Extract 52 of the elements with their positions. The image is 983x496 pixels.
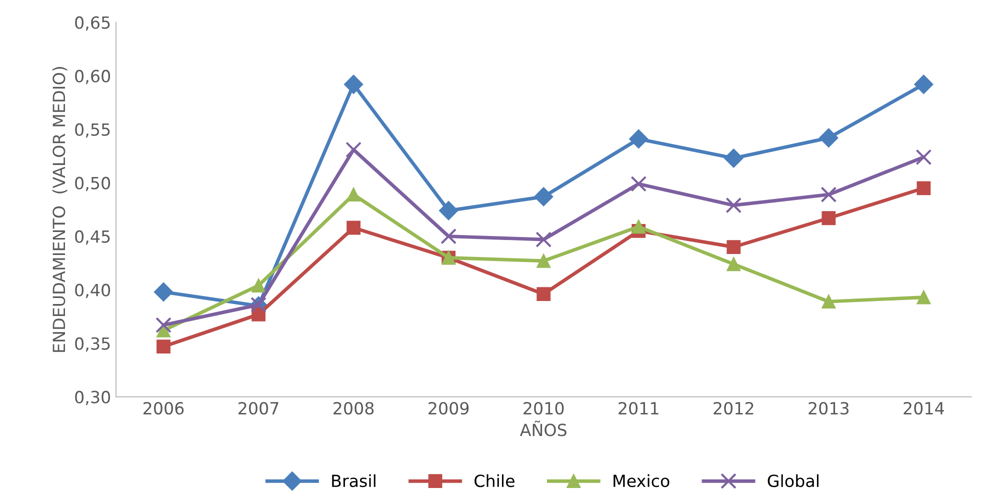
- x-tick-label: 2012: [714, 402, 754, 415]
- point: [916, 181, 931, 196]
- point: [439, 201, 458, 220]
- y-tick-label: 0,30: [75, 390, 110, 406]
- x-tick-label: 2014: [904, 402, 944, 415]
- legend-label: Brasil: [332, 474, 376, 488]
- y-tick-label: 0,45: [75, 230, 110, 245]
- point: [914, 74, 934, 94]
- y-tick-label: 0,60: [75, 70, 110, 84]
- y-tick-label: 0,40: [75, 284, 110, 298]
- y-tick-label: 0,65: [75, 16, 110, 31]
- y-tick-label: 0,35: [75, 337, 110, 352]
- point: [724, 148, 744, 168]
- point: [822, 211, 836, 226]
- x-tick-label: 2008: [334, 402, 374, 415]
- point: [346, 142, 362, 158]
- point: [726, 257, 741, 272]
- point: [346, 188, 360, 202]
- point: [629, 129, 648, 148]
- y-tick-label: 0,55: [75, 123, 110, 138]
- x-tick-label: 2006: [144, 402, 184, 415]
- point: [916, 149, 932, 166]
- point: [252, 278, 266, 292]
- point: [156, 317, 172, 334]
- point: [726, 197, 742, 214]
- point: [346, 220, 360, 235]
- y-tick-label: 0,50: [75, 176, 110, 192]
- x-tick-label: 2011: [618, 402, 658, 415]
- point: [536, 287, 551, 302]
- y-axis-title: ENDEUDAMIENTO (VALOR MEDIO): [52, 67, 68, 352]
- x-axis-title: AÑOS: [520, 420, 566, 436]
- point: [534, 187, 554, 206]
- point: [820, 186, 837, 203]
- point: [630, 176, 647, 192]
- x-tick-label: 2013: [808, 402, 849, 415]
- point: [344, 74, 364, 94]
- x-tick-label: 2009: [428, 402, 469, 415]
- point: [632, 220, 646, 234]
- point: [916, 290, 931, 304]
- legend-label: Mexico: [614, 474, 670, 488]
- legend-label: Global: [768, 474, 818, 488]
- point: [536, 232, 552, 248]
- point: [726, 240, 741, 254]
- point: [822, 294, 836, 309]
- legend-label: Chile: [474, 474, 514, 488]
- point: [156, 340, 170, 354]
- x-tick-label: 2007: [238, 402, 278, 415]
- point: [819, 128, 838, 148]
- x-tick-label: 2010: [524, 402, 564, 415]
- point: [440, 228, 457, 244]
- point: [536, 254, 551, 268]
- point: [154, 282, 174, 302]
